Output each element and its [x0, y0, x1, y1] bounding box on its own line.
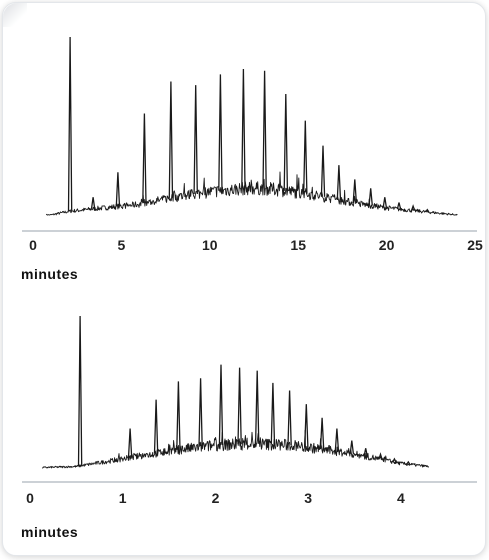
- chart1-peak: [193, 85, 198, 195]
- chart1-peak: [90, 197, 96, 209]
- chart1-peak: [262, 70, 267, 189]
- chart2-peak: [304, 404, 309, 448]
- chart1-peak: [352, 179, 358, 204]
- chart1-peak: [218, 74, 223, 191]
- chart1-tick-label: 10: [202, 237, 218, 253]
- chart1-peak: [368, 188, 373, 206]
- chart2-peak: [153, 399, 159, 454]
- chart2-trace: [42, 430, 430, 469]
- chart1-xlabel: minutes: [21, 266, 79, 282]
- chart2-peak: [127, 428, 133, 458]
- corner-shade: [3, 3, 27, 27]
- chart1-peak: [67, 36, 73, 212]
- chart1-peak: [382, 197, 388, 208]
- chart2-peak: [218, 364, 224, 446]
- chart1-peak: [115, 172, 121, 207]
- chart2-peak: [237, 367, 242, 445]
- chart2-tick-label: 1: [119, 490, 127, 506]
- chart1-peak: [303, 120, 308, 194]
- chart1-peak: [142, 113, 147, 204]
- chart1-trace: [45, 171, 458, 216]
- chart2-peak: [349, 440, 355, 454]
- chart2-tick-label: 4: [397, 490, 405, 506]
- chart2-peak: [406, 460, 411, 465]
- chart2-peak: [198, 378, 203, 448]
- chart1-peak: [336, 165, 342, 201]
- chart1-peak: [425, 208, 430, 213]
- chart2-peak: [334, 428, 340, 452]
- chart2-xlabel: minutes: [21, 524, 79, 540]
- chart2-peak: [176, 381, 181, 450]
- chart1-tick-label: 5: [118, 237, 126, 253]
- chart2-peak: [363, 448, 368, 457]
- chart1-peak: [168, 81, 174, 198]
- chart2-peak: [378, 452, 383, 460]
- chart1-peak: [241, 68, 246, 189]
- chart2-tick-label: 2: [212, 490, 220, 506]
- chart2-tick-label: 3: [304, 490, 312, 506]
- chart1-tick-label: 0: [29, 237, 37, 253]
- chart2-peak: [254, 370, 260, 444]
- chart2-peak: [392, 457, 397, 463]
- chart1-tick-label: 20: [379, 237, 395, 253]
- chart1-peak: [283, 93, 289, 191]
- chart2-peak: [77, 315, 83, 466]
- chart1-tick-label: 15: [290, 237, 306, 253]
- chart1-peak: [396, 202, 402, 210]
- chart1-peak: [410, 204, 416, 211]
- chart1-peak: [320, 145, 326, 197]
- chart2-peak: [270, 382, 276, 445]
- chart2-peak: [319, 417, 325, 450]
- chart2-tick-label: 0: [26, 490, 34, 506]
- chart1-tick-label: 25: [467, 237, 483, 253]
- chart2-peak: [287, 390, 292, 446]
